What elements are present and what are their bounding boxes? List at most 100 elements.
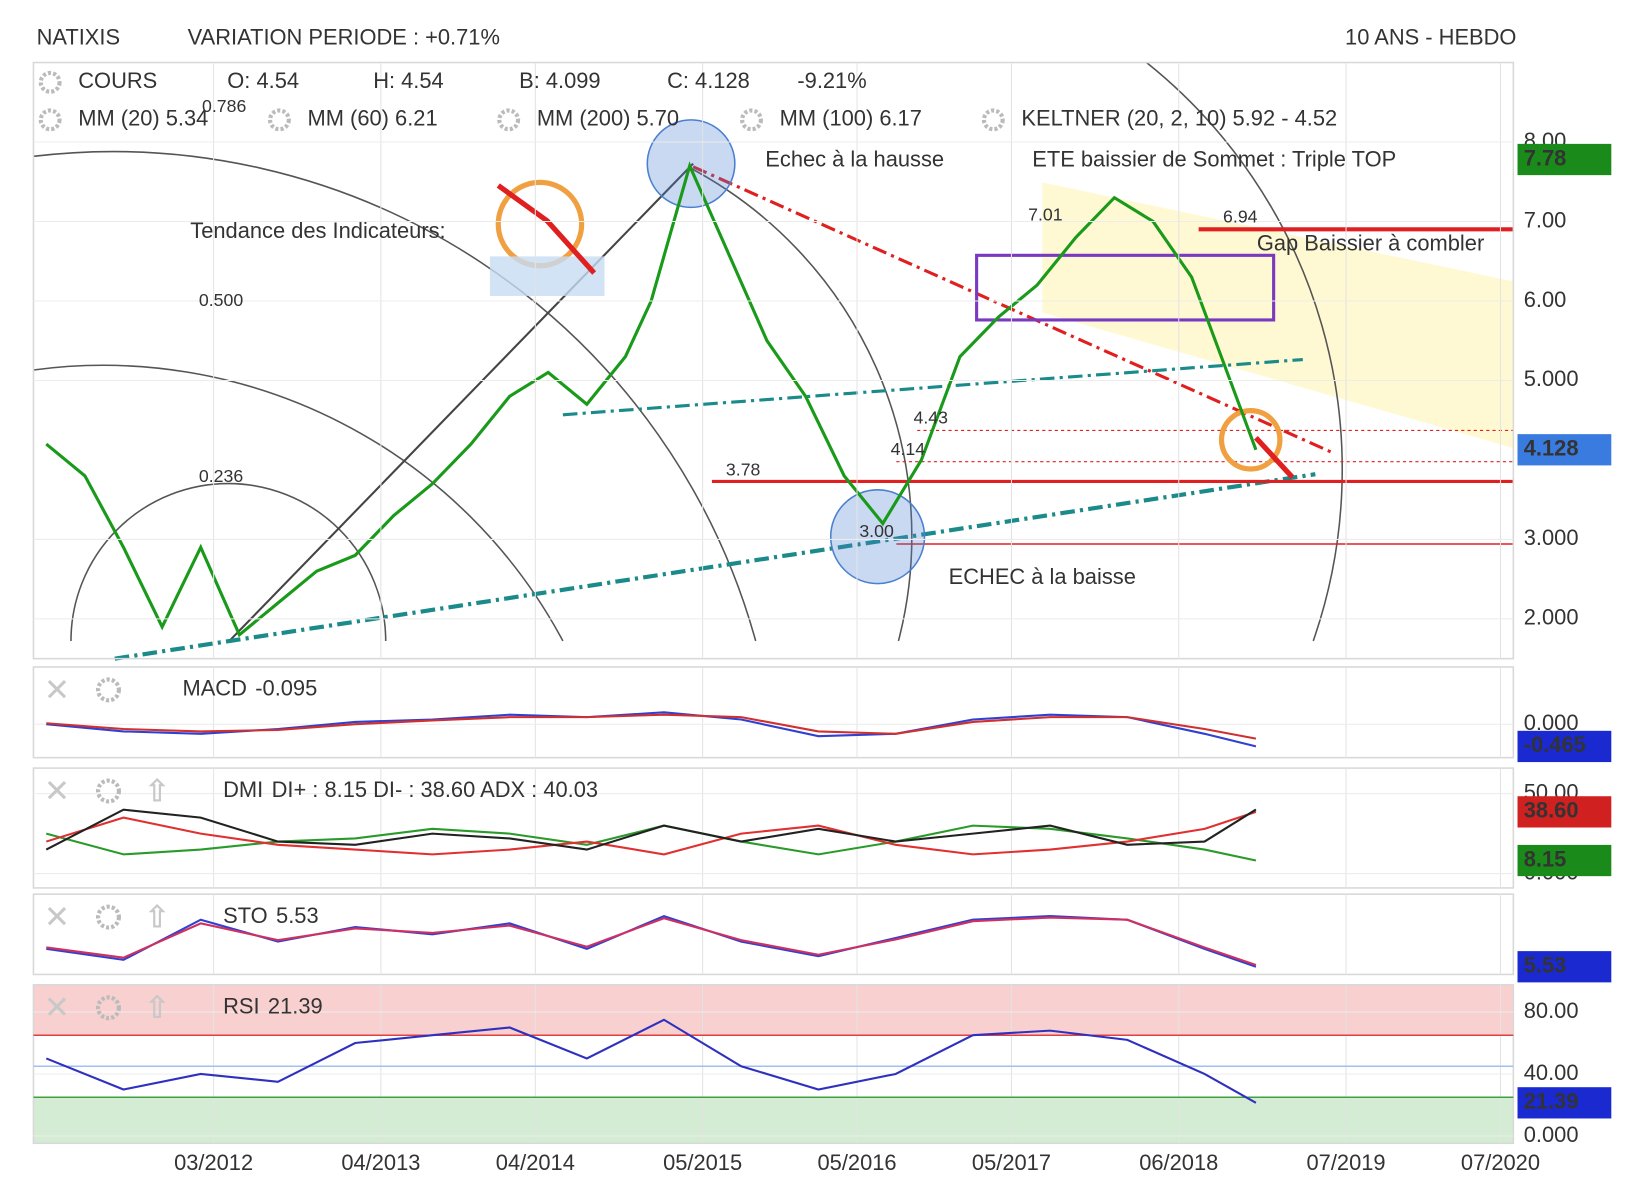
annotation: ETE baissier de Sommet : Triple TOP (1032, 146, 1396, 171)
annotation: 7.01 (1028, 204, 1062, 224)
gear-icon (95, 778, 121, 804)
value-badge-label: 21.39 (1524, 1089, 1579, 1114)
panel (32, 61, 1515, 660)
series-line (46, 916, 1257, 966)
x-tick-label: 05/2017 (972, 1150, 1051, 1175)
x-tick-label: 05/2016 (818, 1150, 897, 1175)
value-badge (1517, 1087, 1612, 1119)
icon: ✕ (44, 990, 70, 1025)
channel (1042, 182, 1514, 449)
circle (646, 119, 736, 209)
gap-box (975, 253, 1276, 322)
icon: ⇧ (144, 990, 170, 1025)
circle (1218, 408, 1283, 472)
annotation: 0.500 (199, 290, 243, 310)
arrow (496, 183, 597, 275)
gear-icon (95, 904, 121, 930)
period: 10 ANS - HEBDO (1345, 24, 1516, 49)
y-tick-label: 40.00 (1524, 1060, 1579, 1085)
value-badge-label: 8.15 (1524, 846, 1567, 871)
quote: O: 4.54 (227, 68, 299, 93)
x-tick-label: 04/2013 (341, 1150, 420, 1175)
y-tick-label: 7.00 (1524, 207, 1567, 232)
annotation: 3.00 (859, 521, 894, 541)
indicator-title: DMI (223, 777, 263, 802)
indicator-readout: -0.095 (255, 676, 317, 701)
x-tick-label: 04/2014 (496, 1150, 575, 1175)
value-badge-label: 5.53 (1524, 953, 1567, 978)
panel (32, 984, 1515, 1145)
legend-entry: MM (200) 5.70 (537, 106, 679, 131)
annotation: 3.78 (726, 460, 761, 480)
y-tick-label: 3.000 (1524, 525, 1579, 550)
value-badge (1517, 434, 1612, 466)
indicator-title: RSI (223, 994, 259, 1019)
annotation: 0.236 (199, 466, 243, 486)
gear-icon (95, 677, 121, 703)
y-tick-label: 5.000 (1524, 366, 1579, 391)
annotation: Gap Baissier à combler (1257, 231, 1484, 256)
value-badge (1517, 143, 1612, 176)
y-tick-label: 2.000 (1524, 605, 1579, 630)
legend-entry: MM (20) 5.34 (78, 106, 208, 131)
gear-icon (981, 108, 1005, 132)
annotation: Tendance des Indicateurs: (190, 218, 445, 243)
gear-icon (740, 108, 763, 132)
variation: VARIATION PERIODE : +0.71% (188, 24, 500, 49)
icon: ✕ (44, 899, 70, 934)
icon: ✕ (44, 672, 70, 707)
icon: ⇧ (144, 899, 170, 934)
overbought-zone (33, 984, 1514, 1036)
x-tick-label: 06/2018 (1139, 1150, 1218, 1175)
annotation: 0.786 (202, 96, 246, 116)
indicator-title: MACD (182, 676, 246, 701)
gear-icon (38, 70, 62, 94)
value-badge-label: 38.60 (1524, 798, 1579, 823)
gear-icon (267, 108, 291, 132)
x-tick-label: 03/2012 (174, 1150, 253, 1175)
indicator-title: STO (223, 903, 268, 928)
circle (829, 489, 926, 585)
annotation: 4.14 (891, 439, 926, 459)
series-line (46, 713, 1257, 740)
annotations-drawing (33, 61, 1514, 661)
x-tick-label: 07/2019 (1307, 1150, 1386, 1175)
indicator-readout: DI+ : 8.15 DI- : 38.60 ADX : 40.03 (272, 777, 599, 802)
quote: B: 4.099 (519, 68, 601, 93)
panel (32, 893, 1515, 976)
gear-icon (38, 108, 62, 132)
annotation: Echec à la hausse (765, 146, 944, 171)
gear-icon (497, 108, 521, 132)
value-badge-label: 7.78 (1524, 145, 1567, 170)
panel (32, 666, 1515, 759)
x-tick-label: 07/2020 (1461, 1150, 1540, 1175)
icon: ✕ (44, 773, 70, 808)
legend-entry: MM (100) 6.17 (780, 106, 922, 131)
legend-name: COURS (78, 68, 157, 93)
quote: C: 4.128 (667, 68, 750, 93)
series-line (45, 808, 1257, 851)
value-badge-label: -0.465 (1524, 732, 1586, 757)
y-tick-label: 6.00 (1524, 287, 1567, 312)
value-badge (1517, 844, 1612, 877)
trend-line (692, 165, 1335, 455)
gear-icon (95, 995, 121, 1021)
panel (32, 767, 1515, 889)
annotation: ECHEC à la baisse (949, 564, 1136, 589)
stock-name: NATIXIS (37, 24, 120, 49)
value-badge (1517, 796, 1612, 828)
value-badge-label: 4.128 (1524, 436, 1579, 461)
series-line (45, 810, 1257, 856)
annotation: 6.94 (1223, 206, 1258, 226)
trend-line (562, 357, 1303, 417)
indicator-readout: 5.53 (276, 903, 319, 928)
annotation: 4.43 (914, 408, 949, 428)
x-tick-label: 05/2015 (663, 1150, 742, 1175)
value-badge (1517, 951, 1612, 983)
series-line (45, 1018, 1257, 1104)
y-tick-label: 80.00 (1524, 998, 1579, 1023)
arrow (1254, 435, 1295, 480)
trend-line (114, 472, 1316, 661)
indicator-readout: 21.39 (268, 994, 323, 1019)
